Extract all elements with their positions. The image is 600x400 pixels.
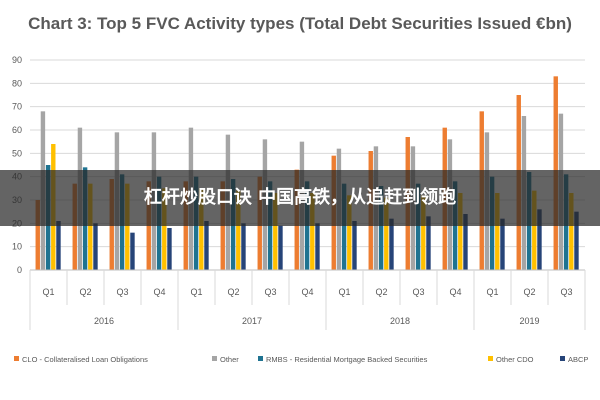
bar: [56, 221, 61, 270]
bar: [241, 223, 246, 270]
legend-swatch: [560, 356, 565, 361]
bar: [278, 225, 283, 270]
year-label: 2018: [390, 316, 410, 326]
y-tick-label: 0: [17, 265, 22, 275]
bar: [378, 186, 384, 270]
y-tick-label: 60: [12, 125, 22, 135]
legend-swatch: [14, 356, 19, 361]
year-label: 2016: [94, 316, 114, 326]
bar: [130, 232, 135, 270]
bar: [532, 190, 537, 270]
bar: [426, 216, 431, 270]
x-tick-label: Q4: [449, 287, 461, 297]
bar: [88, 183, 93, 270]
y-tick-label: 90: [12, 55, 22, 65]
bar: [199, 188, 204, 270]
chart-title: Chart 3: Top 5 FVC Activity types (Total…: [28, 14, 572, 33]
x-tick-label: Q3: [116, 287, 128, 297]
x-tick-label: Q1: [42, 287, 54, 297]
bar: [389, 218, 394, 270]
bar: [236, 190, 241, 270]
y-tick-label: 10: [12, 242, 22, 252]
bar: [463, 214, 468, 270]
legend-swatch: [488, 356, 493, 361]
x-tick-label: Q3: [264, 287, 276, 297]
x-tick-label: Q4: [301, 287, 313, 297]
legend-swatch: [212, 356, 217, 361]
bar: [415, 183, 421, 270]
bar: [574, 211, 579, 270]
year-label: 2019: [519, 316, 539, 326]
bar: [384, 197, 389, 270]
y-tick-label: 70: [12, 102, 22, 112]
x-tick-label: Q1: [486, 287, 498, 297]
x-tick-label: Q2: [523, 287, 535, 297]
bar: [125, 183, 130, 270]
legend-label: Other: [220, 355, 239, 364]
bar: [72, 183, 77, 270]
bar: [315, 223, 320, 270]
legend-swatch: [258, 356, 263, 361]
bar: [537, 209, 542, 270]
bar: [162, 188, 167, 270]
y-tick-label: 50: [12, 148, 22, 158]
legend-label: CLO - Collateralised Loan Obligations: [22, 355, 148, 364]
legend-label: Other CDO: [496, 355, 534, 364]
x-tick-label: Q2: [79, 287, 91, 297]
bar: [310, 193, 315, 270]
bar: [569, 193, 574, 270]
x-tick-label: Q2: [227, 287, 239, 297]
bar: [495, 193, 500, 270]
x-tick-label: Q1: [338, 287, 350, 297]
year-label: 2017: [242, 316, 262, 326]
bar: [93, 223, 98, 270]
x-tick-label: Q3: [560, 287, 572, 297]
bar: [347, 195, 352, 270]
x-tick-label: Q2: [375, 287, 387, 297]
bar: [352, 221, 357, 270]
bar: [421, 195, 426, 270]
bar: [273, 193, 278, 270]
x-tick-label: Q3: [412, 287, 424, 297]
x-tick-label: Q1: [190, 287, 202, 297]
legend-label: RMBS - Residential Mortgage Backed Secur…: [266, 355, 428, 364]
bar: [458, 193, 463, 270]
overlay-banner: 杠杆炒股口诀 中国高铁，从追赶到领跑: [0, 170, 600, 226]
bar: [500, 218, 505, 270]
bar: [204, 221, 209, 270]
x-tick-label: Q4: [153, 287, 165, 297]
bar: [167, 228, 172, 270]
y-tick-label: 80: [12, 78, 22, 88]
bar: [341, 183, 347, 270]
legend-label: ABCP: [568, 355, 588, 364]
bar: [35, 200, 40, 270]
